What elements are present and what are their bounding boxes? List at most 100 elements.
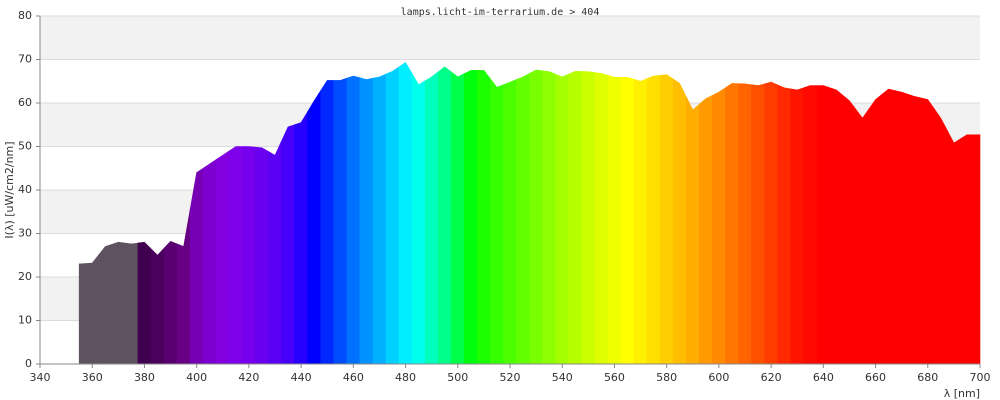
spectrum-column [111,241,126,365]
x-tick-label: 700 [970,371,991,384]
x-tick-label: 620 [761,371,782,384]
spectrum-column [398,62,413,365]
x-tick-label: 440 [291,371,312,384]
spectrum-column [581,71,596,365]
y-axis-label: I(λ) [uW/cm2/nm] [3,141,16,238]
x-tick-label: 500 [447,371,468,384]
spectrum-column [594,72,609,365]
x-tick-label: 420 [238,371,259,384]
y-tick-label: 30 [18,227,32,240]
spectrum-column [542,70,556,365]
spectrum-column [477,70,491,365]
x-tick-label: 660 [865,371,886,384]
spectrum-column [646,75,661,365]
spectrum-column [947,130,961,365]
spectrum-column [137,241,152,365]
x-tick-label: 340 [30,371,51,384]
spectrum-column [555,73,570,365]
y-tick-label: 0 [25,357,32,370]
y-tick-label: 80 [18,9,32,22]
spectrum-column [98,243,113,365]
spectrum-column [150,247,165,365]
grid-band [40,16,980,60]
spectrum-column [320,80,335,365]
spectrum-column [163,240,178,365]
spectrum-column [450,71,465,365]
spectrum-column [333,77,348,365]
y-tick-label: 70 [18,53,32,66]
x-tick-label: 580 [656,371,677,384]
spectrum-column [242,146,256,365]
spectrum-column [359,77,374,365]
spectrum-column [124,242,139,365]
spectrum-column [738,83,752,365]
spectrum-column [973,134,981,365]
spectrum-column [307,89,321,365]
x-tick-label: 600 [708,371,729,384]
spectrum-column [672,78,687,365]
y-tick-label: 10 [18,314,32,327]
spectrum-column [777,84,791,365]
spectrum-column [868,93,883,365]
spectrum-column [751,83,765,365]
chart-title: lamps.licht-im-terrarium.de > 404 [401,7,600,18]
x-axis-label: λ [nm] [944,387,980,400]
spectrum-column [725,83,739,365]
spectrum-column [842,94,857,365]
spectrum-column [568,70,583,365]
spectrum-column [881,88,896,365]
spectrum-column [855,107,870,365]
x-tick-label: 520 [500,371,521,384]
spectrum-column [424,71,439,365]
x-tick-label: 380 [134,371,155,384]
x-tick-label: 560 [604,371,625,384]
spectrum-column [934,107,948,365]
spectrum-column [189,167,204,365]
spectrum-column [411,72,426,365]
spectrum-column [790,87,805,365]
x-tick-label: 400 [186,371,207,384]
spectrum-column [633,78,648,365]
spectrum-column [659,74,674,365]
spectrum-column [712,87,726,365]
y-tick-label: 20 [18,270,32,283]
spectrum-column [78,263,86,365]
x-tick-label: 540 [552,371,573,384]
x-tick-label: 680 [917,371,938,384]
spectrum-column [281,124,295,365]
spectrum-column [764,81,778,365]
spectrum-column [202,158,217,365]
spectrum-column [960,134,974,365]
spectrum-column [85,253,100,365]
spectrum-column [490,77,504,365]
spectrum-column [607,74,622,365]
spectrum-column [215,150,230,365]
spectrum-column [516,72,530,365]
x-tick-label: 360 [82,371,103,384]
spectrum-column [294,110,308,365]
y-tick-label: 50 [18,140,32,153]
spectrum-column [907,93,922,365]
spectrum-column [529,69,543,365]
spectrum-column [816,85,831,365]
spectrum-column [803,85,818,365]
spectrum-column [229,146,243,365]
spectrum-column [385,66,400,365]
spectrum-column [503,79,517,365]
spectrum-column [894,90,909,365]
x-tick-label: 640 [813,371,834,384]
spectrum-column [268,140,282,365]
spectrum-column [346,75,361,365]
spectrum-column [920,97,935,365]
x-tick-label: 480 [395,371,416,384]
spectrum-column [437,66,452,365]
axes: lamps.licht-im-terrarium.de > 404 0 10 20 30… [3,7,991,400]
spectrum-column [372,73,387,365]
plot [78,62,981,365]
x-tick-label: 460 [343,371,364,384]
y-tick-label: 60 [18,96,32,109]
y-tick-label: 40 [18,183,32,196]
spectrum-column [620,77,635,365]
spectrum-column [829,87,844,365]
